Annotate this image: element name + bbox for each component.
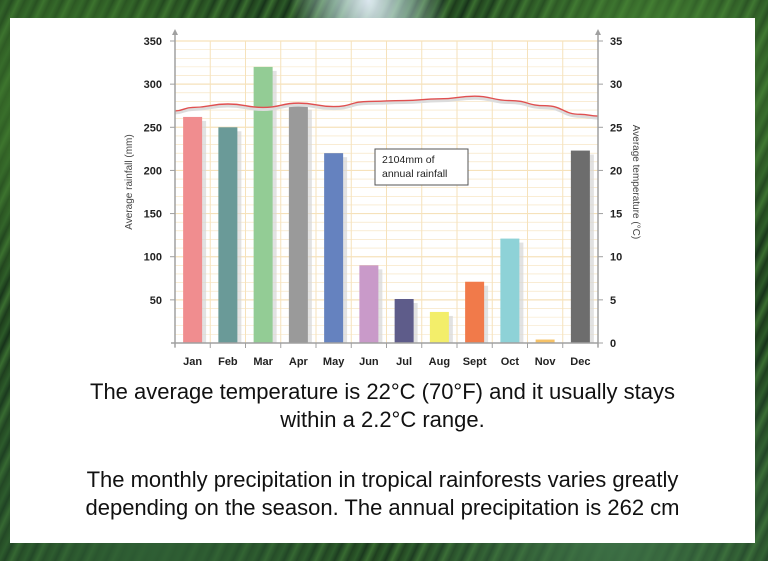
left-tick-label: 250 [144,122,162,134]
right-axis-title: Average temperature (°C) [630,125,641,239]
x-tick-label-sept: Sept [463,356,487,368]
x-tick-label-dec: Dec [570,356,590,368]
bar-may [324,153,344,343]
right-tick-label: 20 [610,165,622,177]
bar-oct [500,238,520,343]
bar-mar [253,66,273,343]
x-tick-label-apr: Apr [289,356,309,368]
x-tick-label-jun: Jun [359,356,379,368]
rainfall-temperature-chart: 50 100 150 200 250 300 350 0 5 10 15 20 25 30 35 Jan F… [124,29,641,368]
right-tick-label: 35 [610,36,622,48]
bar-dec [570,150,590,343]
x-tick-label-jul: Jul [396,356,412,368]
bar-feb [218,127,238,344]
left-tick-label: 350 [144,36,162,48]
bar-jul [394,298,414,343]
x-tick-label-nov: Nov [535,356,557,368]
precipitation-description-line-1: The monthly precipitation in tropical ra… [86,467,679,492]
content-panel [10,18,755,543]
temperature-description: The average temperature is 22°C (70°F) a… [10,378,755,434]
axes-group [171,29,601,347]
right-tick-label: 15 [610,209,622,221]
precipitation-description: The monthly precipitation in tropical ra… [10,466,755,522]
x-axis-ticks: Jan Feb Mar Apr May Jun Jul Aug Sept Oct Nov Dec [174,343,599,368]
annotation-box [374,148,469,186]
left-axis-ticks: 50 100 150 200 250 300 350 [144,36,175,307]
x-tick-label-jan: Jan [183,356,202,368]
chart-grid [175,40,598,343]
x-tick-label-feb: Feb [218,356,238,368]
left-tick-label: 300 [144,79,162,91]
bar-apr [288,105,308,343]
temperature-description-line-2: within a 2.2°C range. [280,407,485,432]
x-tick-label-may: May [323,356,345,368]
x-tick-label-aug: Aug [429,356,450,368]
bar-sept [465,281,485,343]
annotation-line-2: annual rainfall [382,168,447,180]
left-tick-label: 50 [150,295,162,307]
precipitation-description-line-2: depending on the season. The annual prec… [85,495,680,520]
right-tick-label: 5 [610,295,616,307]
temperature-description-line-1: The average temperature is 22°C (70°F) a… [90,379,675,404]
x-tick-label-oct: Oct [501,356,520,368]
right-axis-arrow-icon [595,29,601,35]
temperature-line-shadow [174,96,599,120]
left-axis-arrow-icon [172,29,178,35]
x-tick-label-mar: Mar [253,356,273,368]
bar-aug [429,311,449,343]
annotation-line-1: 2104mm of [382,154,435,166]
right-tick-label: 30 [610,79,622,91]
left-tick-label: 200 [144,165,162,177]
bar-nov [535,339,555,343]
temperature-line-group [174,95,599,120]
left-axis-title: Average rainfall (mm) [124,134,135,229]
bar-jan [183,116,203,343]
left-tick-label: 150 [144,209,162,221]
bars-group [183,66,594,344]
annual-rainfall-annotation: 2104mm of annual rainfall [374,148,469,186]
right-tick-label: 25 [610,122,622,134]
right-axis-ticks: 0 5 10 15 20 25 30 35 [598,36,622,350]
right-tick-label: 10 [610,252,622,264]
bar-jun [359,265,379,343]
temperature-line [174,95,599,117]
left-tick-label: 100 [144,252,162,264]
right-tick-label: 0 [610,338,616,350]
